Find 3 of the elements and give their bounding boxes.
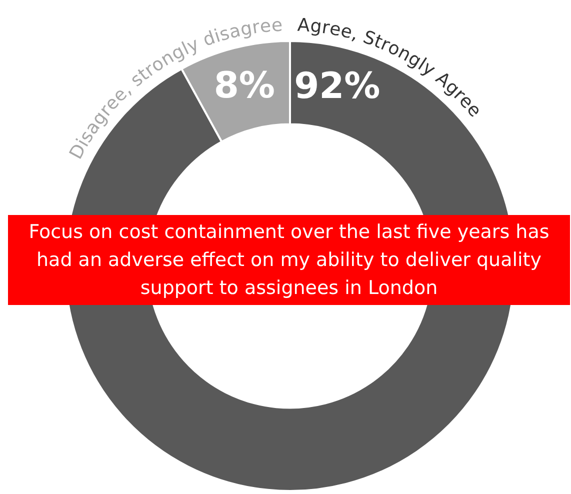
text: Focus on cost containment over the last five years has had an adverse effect on my ability to deliver quality support to assignees in London <box>8 215 570 305</box>
data-label: 92% <box>294 66 380 108</box>
data-label: 8% <box>214 66 275 107</box>
